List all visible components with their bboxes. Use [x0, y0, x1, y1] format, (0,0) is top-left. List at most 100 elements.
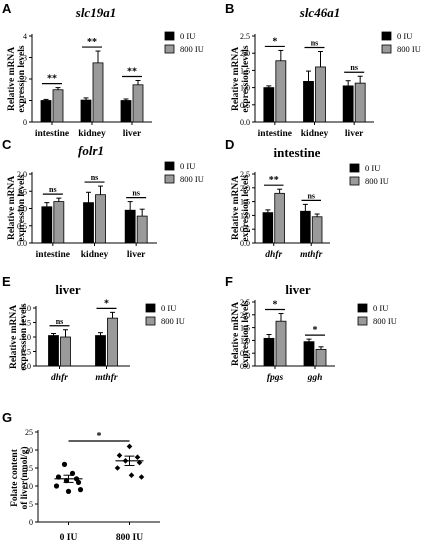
significance-label: ** [269, 175, 279, 186]
bar [83, 202, 94, 244]
x-tick-label: kidney [81, 250, 109, 260]
panel-label: C [2, 137, 12, 152]
y-tick-label: 1.5 [17, 187, 27, 196]
data-point [136, 459, 143, 466]
y-tick-label: 15 [25, 464, 33, 473]
bar [275, 320, 287, 367]
bar [275, 60, 287, 123]
y-axis-label: Relative mRNAexpression levels [231, 300, 251, 367]
legend-label: 0 IU [365, 163, 380, 173]
data-point [138, 474, 145, 480]
bar [303, 81, 314, 123]
legend-label: 800 IU [397, 44, 421, 54]
y-tick-label: 1.0 [240, 84, 250, 93]
data-point [128, 472, 135, 478]
bar [95, 194, 106, 244]
bar [342, 85, 354, 123]
y-tick-label: 0.5 [240, 101, 250, 110]
y-axis-label-line2: expression levels [241, 174, 251, 241]
y-tick-label: 2.0 [240, 311, 250, 320]
legend-label: 0 IU [373, 303, 388, 313]
y-axis-label-line1: Folate content [10, 448, 20, 507]
x-tick-label: intestine [35, 129, 69, 139]
significance-label: ns [132, 189, 140, 198]
legend-swatch [164, 44, 175, 54]
y-tick-label: 0.0 [240, 239, 250, 248]
x-tick-label: ggh [307, 373, 323, 383]
y-tick-label: 1.0 [240, 211, 250, 220]
y-tick-label: 1.5 [240, 66, 250, 75]
legend-label: 0 IU [397, 31, 412, 41]
x-tick-label: intestine [258, 129, 292, 139]
panel-label: F [225, 274, 233, 289]
y-axis-label: Folate contentof liver(nmol/g) [10, 446, 30, 509]
y-axis-label-line2: expression levels [17, 45, 27, 112]
y-axis-label: Relative mRNAexpression levels [9, 303, 29, 370]
panel-g: G Folate contentof liver(nmol/g) 0 5 10 15 20 2… [2, 410, 160, 543]
data-point [114, 465, 121, 471]
y-tick-label: 10 [25, 482, 33, 491]
bar [40, 100, 52, 123]
y-tick-label: 2.5 [240, 32, 250, 41]
bar [53, 201, 65, 244]
bar [95, 335, 106, 367]
x-tick-label: kidney [301, 129, 329, 139]
significance-label: * [273, 300, 278, 311]
legend-swatch [349, 176, 360, 186]
data-point [75, 479, 82, 485]
bar [132, 84, 144, 123]
x-tick-label: kidney [78, 129, 106, 139]
legend-swatch [145, 316, 156, 326]
y-tick-label: 0.0 [17, 239, 27, 248]
panel-label: G [2, 410, 12, 425]
bar [92, 62, 104, 123]
significance-label: ns [311, 38, 319, 47]
panel-label: E [2, 274, 11, 289]
legend-label: 800 IU [161, 316, 185, 326]
bar [124, 209, 136, 244]
y-axis-label-line1: Relative mRNA [231, 176, 241, 240]
bar [263, 87, 275, 123]
legend-swatch [357, 316, 368, 326]
panel-label: D [225, 137, 234, 152]
y-tick-label: 2.0 [21, 304, 31, 313]
y-tick-label: 2.5 [240, 298, 250, 307]
significance-label: ** [47, 74, 57, 85]
legend-swatch [164, 31, 175, 41]
data-point [126, 443, 133, 450]
bar [262, 212, 274, 244]
bar [52, 89, 64, 123]
x-tick-label: intestine [36, 250, 70, 260]
bar [263, 337, 275, 367]
x-tick-label: liver [345, 129, 364, 139]
legend-label: 0 IU [180, 161, 195, 171]
y-axis-label-line2: expression levels [241, 45, 251, 112]
significance-label: ns [91, 173, 99, 182]
significance-label: ** [127, 67, 137, 78]
legend-swatch [349, 163, 360, 173]
bar [315, 66, 326, 123]
legend-label: 0 IU [180, 31, 195, 41]
y-axis-label: Relative mRNAexpression levels [231, 45, 251, 112]
x-tick-label: mthfr [300, 250, 322, 260]
x-tick-label: 800 IU [116, 533, 143, 543]
y-tick-label: 1.5 [240, 198, 250, 207]
y-axis-label: Relative mRNAexpression levels [231, 174, 251, 241]
data-point [77, 487, 84, 493]
y-tick-label: 0.5 [21, 348, 31, 357]
y-tick-label: 1 [23, 97, 27, 106]
y-tick-label: 2.5 [240, 170, 250, 179]
y-tick-label: 4 [23, 32, 27, 41]
significance-label: * [97, 431, 102, 442]
bar [311, 216, 323, 244]
legend-swatch [164, 174, 175, 184]
panel-title: folr1 [78, 143, 104, 158]
bar [60, 336, 71, 367]
significance-label: * [272, 36, 277, 47]
y-tick-label: 1.5 [21, 319, 31, 328]
